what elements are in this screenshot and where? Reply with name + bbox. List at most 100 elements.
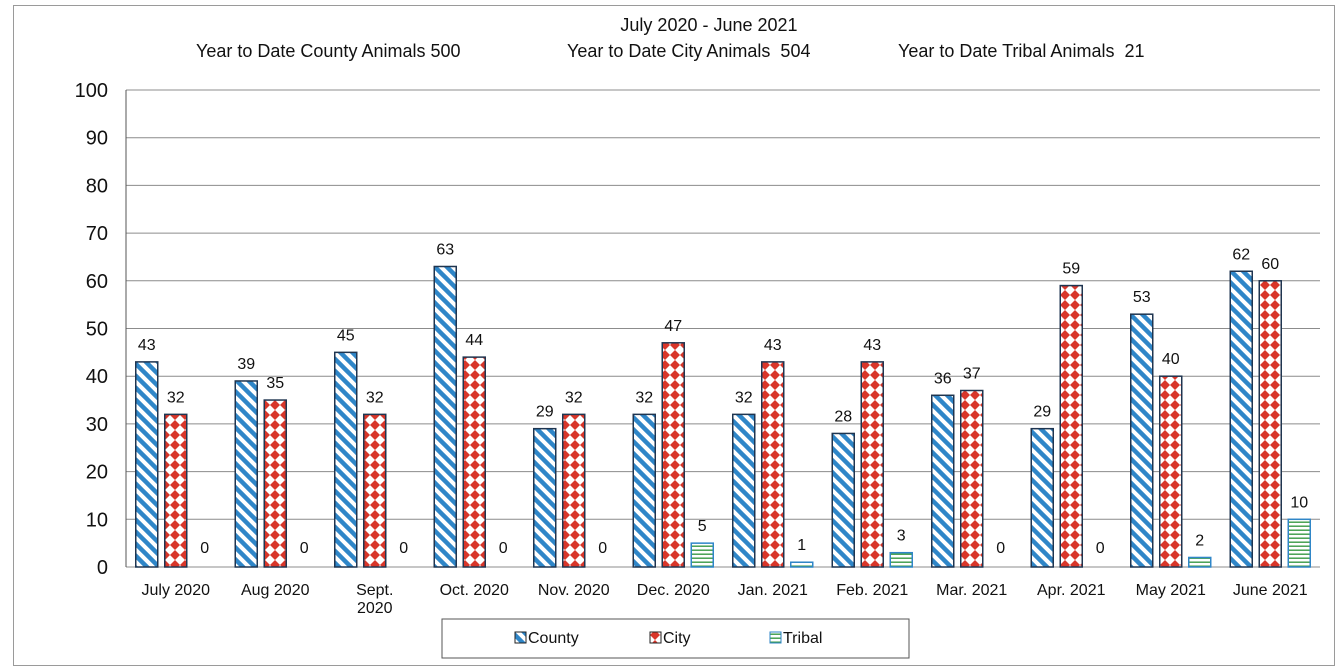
data-label-city: 32 (565, 389, 583, 406)
data-label-county: 29 (536, 404, 554, 421)
bar-county (931, 394, 955, 568)
data-label-city: 35 (266, 375, 284, 392)
legend-swatch-tribal (769, 631, 782, 644)
data-label-county: 39 (237, 356, 255, 373)
bar-county (1130, 313, 1154, 568)
bar-county (234, 380, 258, 568)
data-label-tribal: 5 (698, 518, 707, 535)
y-tick-label: 60 (86, 271, 108, 293)
y-tick-label: 50 (86, 319, 108, 341)
data-label-city: 47 (664, 318, 682, 335)
data-labels: 4332039350453206344029320324753243128433… (138, 241, 1308, 557)
data-label-county: 53 (1133, 289, 1151, 306)
y-tick-label: 70 (86, 223, 108, 245)
data-label-city: 60 (1261, 256, 1279, 273)
x-tick-label: Mar. 2021 (936, 582, 1007, 599)
bar-city (1059, 284, 1083, 568)
data-label-tribal: 1 (797, 537, 806, 554)
legend-label-city: City (663, 630, 691, 647)
data-label-tribal: 2 (1195, 532, 1204, 549)
bar-city (1258, 280, 1282, 568)
y-tick-label: 20 (86, 462, 108, 484)
data-label-tribal: 0 (200, 540, 209, 557)
data-label-tribal: 10 (1290, 494, 1308, 511)
data-label-county: 29 (1033, 404, 1051, 421)
data-label-tribal: 0 (996, 540, 1005, 557)
data-label-tribal: 3 (897, 528, 906, 545)
data-label-county: 43 (138, 337, 156, 354)
y-tick-label: 90 (86, 128, 108, 150)
data-label-city: 43 (863, 337, 881, 354)
y-axis-ticks: 0 10 20 30 40 50 60 70 80 90 100 (75, 80, 108, 579)
bar-tribal (790, 561, 814, 568)
data-label-county: 62 (1232, 246, 1250, 263)
bar-city (363, 413, 387, 568)
bar-city (164, 413, 188, 568)
bar-city (263, 399, 287, 568)
data-label-tribal: 0 (499, 540, 508, 557)
data-label-city: 37 (963, 366, 981, 383)
data-label-tribal: 0 (598, 540, 607, 557)
bar-city (661, 342, 685, 568)
data-label-tribal: 0 (300, 540, 309, 557)
data-label-county: 36 (934, 370, 952, 387)
bar-tribal (889, 551, 913, 568)
subtitle-county-total: Year to Date County Animals 500 (196, 41, 461, 61)
bar-county (632, 413, 656, 568)
bar-city (462, 356, 486, 568)
bar-county (135, 361, 159, 568)
x-tick-label: Feb. 2021 (836, 582, 908, 599)
bar-tribal (1188, 556, 1212, 568)
bar-county (1229, 270, 1253, 568)
data-label-city: 40 (1162, 351, 1180, 368)
bar-county (1030, 427, 1054, 568)
bars (135, 265, 1311, 568)
data-label-county: 32 (735, 389, 753, 406)
chart-frame (13, 5, 1335, 666)
data-label-tribal: 0 (1096, 540, 1105, 557)
gridlines (125, 89, 1320, 568)
x-tick-label: June 2021 (1233, 582, 1308, 599)
data-label-city: 32 (167, 389, 185, 406)
y-tick-label: 10 (86, 509, 108, 531)
data-label-county: 63 (436, 241, 454, 258)
subtitle-city-total: Year to Date City Animals 504 (567, 41, 810, 61)
x-tick-label: Dec. 2020 (637, 582, 710, 599)
bar-county (433, 265, 457, 568)
bar-city (562, 413, 586, 568)
bar-city (960, 389, 984, 568)
x-tick-label: May 2021 (1136, 582, 1206, 599)
y-tick-label: 0 (97, 557, 108, 579)
data-label-city: 43 (764, 337, 782, 354)
bar-tribal (690, 542, 714, 568)
subtitle-tribal-total: Year to Date Tribal Animals 21 (898, 41, 1144, 61)
x-axis-ticks: July 2020 Aug 2020 Sept.2020 Oct. 2020 Nov. … (142, 582, 1308, 617)
legend-label-tribal: Tribal (783, 630, 822, 647)
bar-city (860, 361, 884, 568)
bar-county (334, 351, 358, 568)
data-label-city: 32 (366, 389, 384, 406)
data-label-city: 59 (1062, 261, 1080, 278)
x-tick-label: Nov. 2020 (538, 582, 610, 599)
x-tick-label: Oct. 2020 (440, 582, 509, 599)
data-label-county: 32 (635, 389, 653, 406)
x-tick-label: Jan. 2021 (738, 582, 808, 599)
x-tick-label: 2020 (357, 600, 393, 617)
legend: County City Tribal (441, 618, 910, 659)
bar-city (761, 361, 785, 568)
x-tick-label: July 2020 (142, 582, 211, 599)
y-tick-label: 100 (75, 80, 108, 102)
legend-swatch-county (514, 631, 527, 644)
bar-county (732, 413, 756, 568)
legend-label-county: County (528, 630, 579, 647)
y-tick-label: 40 (86, 366, 108, 388)
legend-swatch-city (649, 631, 662, 644)
x-tick-label: Apr. 2021 (1037, 582, 1106, 599)
y-tick-label: 80 (86, 175, 108, 197)
chart-title: July 2020 - June 2021 (620, 15, 797, 35)
y-tick-label: 30 (86, 414, 108, 436)
bar-county (533, 427, 557, 568)
data-label-city: 44 (465, 332, 483, 349)
bar-tribal (1287, 518, 1311, 568)
data-label-tribal: 0 (399, 540, 408, 557)
